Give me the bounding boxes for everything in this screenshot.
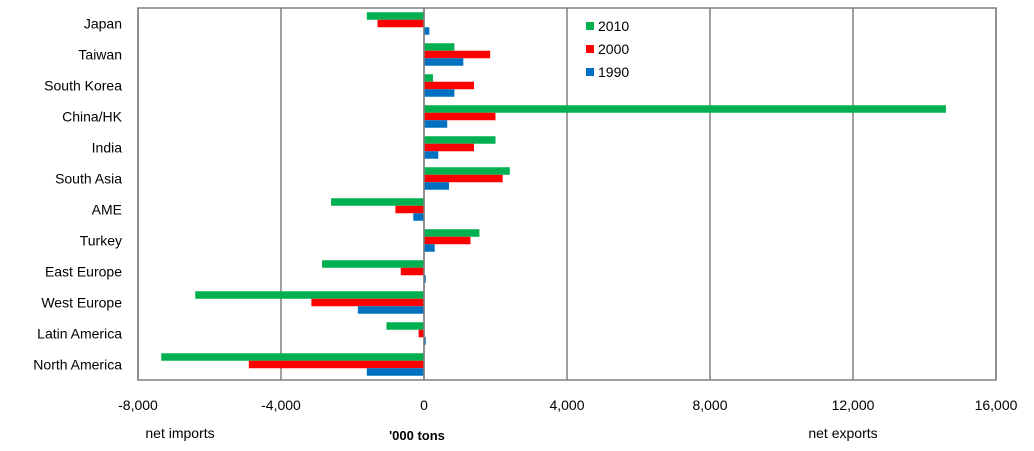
category-label: India (92, 140, 123, 156)
bar-2010 (424, 229, 480, 237)
bar-2000 (377, 19, 424, 28)
bar-2010 (366, 12, 424, 20)
bar-2010 (424, 136, 496, 144)
bar-2010 (424, 74, 433, 82)
x-tick-labels: -8,000 -4,000 0 4,000 8,000 12,000 16,000 (118, 397, 1017, 413)
x-axis-title: '000 tons (389, 428, 445, 443)
category-label: Turkey (80, 233, 122, 249)
legend-swatch (586, 45, 594, 53)
bar-1990 (424, 275, 426, 283)
bar-1990 (424, 151, 439, 159)
bar-2000 (424, 50, 491, 59)
bar-1990 (424, 337, 426, 345)
x-tick-label: 8,000 (692, 397, 727, 413)
x-tick-label: -4,000 (261, 397, 301, 413)
legend-swatch (586, 22, 594, 30)
category-label: South Korea (44, 78, 122, 94)
bar-2010 (424, 105, 946, 113)
bar-1990 (424, 120, 448, 128)
bar-2000 (424, 174, 503, 183)
category-label: Latin America (37, 326, 122, 342)
category-label: Taiwan (78, 47, 122, 63)
bar-2000 (311, 298, 424, 307)
plot-border (137, 7, 997, 381)
net-imports-label: net imports (145, 425, 214, 441)
bar-2000 (424, 112, 496, 121)
legend: 2010 2000 1990 (586, 18, 629, 80)
bar-2010 (322, 260, 424, 268)
bar-1990 (424, 58, 464, 66)
bar-1990 (413, 213, 424, 221)
category-labels: Japan Taiwan South Korea China/HK India South… (33, 16, 122, 373)
category-label: East Europe (45, 264, 122, 280)
category-label: Japan (84, 16, 122, 32)
net-exports-label: net exports (808, 425, 877, 441)
bar-1990 (366, 368, 424, 376)
category-label: South Asia (55, 171, 122, 187)
bar-2000 (395, 205, 424, 214)
plot-frame (137, 7, 997, 381)
bar-1990 (357, 306, 424, 314)
bar-2000 (418, 329, 424, 338)
bar-1990 (424, 244, 435, 252)
x-tick-label: 4,000 (549, 397, 584, 413)
x-tick-label: 0 (420, 397, 428, 413)
legend-label: 2000 (598, 41, 629, 57)
bar-2000 (424, 81, 475, 90)
x-tick-label: 16,000 (975, 397, 1018, 413)
bar-1990 (424, 27, 430, 35)
category-label: North America (33, 357, 122, 373)
bar-2000 (400, 267, 424, 276)
gridlines (137, 8, 997, 380)
bar-1990 (424, 89, 455, 97)
x-tick-label: 12,000 (832, 397, 875, 413)
category-label: West Europe (41, 295, 122, 311)
bar-2000 (424, 143, 475, 152)
bar-2010 (386, 322, 424, 330)
bar-2000 (248, 360, 424, 369)
bar-2000 (424, 236, 471, 245)
bar-2010 (195, 291, 424, 299)
bar-2010 (331, 198, 424, 206)
bar-2010 (424, 43, 455, 51)
legend-label: 2010 (598, 18, 629, 34)
category-label: AME (92, 202, 122, 218)
bar-2010 (161, 353, 425, 361)
bars (161, 12, 946, 376)
bar-1990 (424, 182, 450, 190)
x-tick-label: -8,000 (118, 397, 158, 413)
bar-2010 (424, 167, 510, 175)
category-label: China/HK (62, 109, 123, 125)
legend-swatch (586, 68, 594, 76)
legend-label: 1990 (598, 64, 629, 80)
